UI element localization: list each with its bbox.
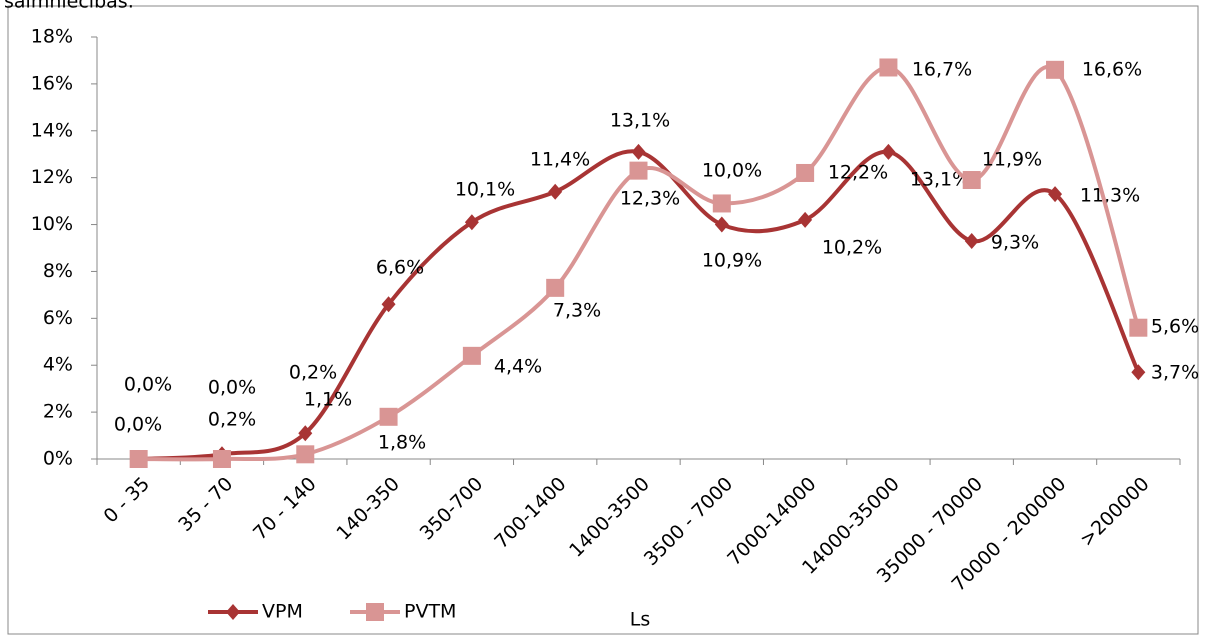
series-line xyxy=(138,64,1141,462)
data-label: 0,0% xyxy=(208,377,256,399)
marker xyxy=(1131,364,1146,381)
marker xyxy=(712,194,731,213)
legend-label: VPM xyxy=(262,601,303,623)
y-tick-label: 2% xyxy=(43,401,73,423)
legend-marker xyxy=(366,603,384,621)
x-tick-label: 3500 - 7000 xyxy=(640,473,737,570)
data-label: 6,6% xyxy=(376,257,424,279)
marker xyxy=(631,143,646,160)
y-tick-label: 8% xyxy=(43,260,73,282)
marker xyxy=(879,58,898,77)
marker xyxy=(381,296,396,313)
y-tick-label: 16% xyxy=(31,72,73,94)
series-line xyxy=(138,149,1141,461)
marker xyxy=(1046,60,1065,79)
marker xyxy=(796,163,815,182)
data-label: 10,0% xyxy=(702,160,762,182)
marker xyxy=(881,143,896,160)
marker xyxy=(1048,186,1063,203)
data-label: 7,3% xyxy=(553,300,601,322)
data-label: 16,6% xyxy=(1082,59,1142,81)
data-label: 10,2% xyxy=(822,237,882,259)
data-label: 4,4% xyxy=(494,356,542,378)
data-label: 12,2% xyxy=(828,162,888,184)
data-label: 11,4% xyxy=(530,149,590,171)
marker xyxy=(629,161,648,180)
x-tick-label: 1400-3500 xyxy=(565,473,654,562)
y-tick-label: 0% xyxy=(43,448,73,470)
legend-marker xyxy=(226,604,240,620)
data-label: 10,1% xyxy=(455,179,515,201)
marker xyxy=(798,211,813,228)
data-label: 0,0% xyxy=(114,414,162,436)
marker xyxy=(546,278,565,297)
marker xyxy=(296,445,315,464)
chart-title: saimniecības: xyxy=(4,0,134,13)
legend-label: PVTM xyxy=(404,601,456,623)
marker xyxy=(1129,318,1148,337)
chart-border xyxy=(7,5,1199,635)
data-label: 1,1% xyxy=(304,389,352,411)
data-label: 3,7% xyxy=(1151,362,1199,384)
marker xyxy=(714,216,729,233)
y-tick-label: 10% xyxy=(31,213,73,235)
data-label: 16,7% xyxy=(912,59,972,81)
y-tick-label: 4% xyxy=(43,354,73,376)
y-tick-label: 14% xyxy=(31,119,73,141)
y-tick-label: 6% xyxy=(43,307,73,329)
y-tick-label: 18% xyxy=(31,26,73,48)
marker xyxy=(962,171,981,190)
data-label: 10,9% xyxy=(702,250,762,272)
data-label: 0,2% xyxy=(208,409,256,431)
x-tick-label: 350-700 xyxy=(416,473,488,545)
data-label: 13,1% xyxy=(910,169,970,191)
data-label: 11,9% xyxy=(982,149,1042,171)
x-axis-label: Ls xyxy=(630,609,650,631)
marker xyxy=(548,183,563,200)
data-label: 11,3% xyxy=(1080,185,1140,207)
data-label: 1,8% xyxy=(378,432,426,454)
data-label: 12,3% xyxy=(620,188,680,210)
marker xyxy=(964,232,979,249)
data-label: 9,3% xyxy=(991,232,1039,254)
marker xyxy=(129,450,148,468)
data-label: 0,0% xyxy=(124,374,172,396)
x-tick-label: >200000 xyxy=(1076,473,1154,551)
data-label: 13,1% xyxy=(610,110,670,132)
x-tick-label: 35 - 70 xyxy=(174,473,237,536)
marker xyxy=(462,346,481,365)
y-tick-label: 12% xyxy=(31,166,73,188)
data-label: 5,6% xyxy=(1151,316,1199,338)
data-label: 0,2% xyxy=(289,362,337,384)
marker xyxy=(212,450,231,468)
x-tick-label: 0 - 35 xyxy=(99,473,154,528)
marker xyxy=(298,425,313,442)
marker xyxy=(379,407,398,426)
x-tick-label: 700-1400 xyxy=(490,473,570,553)
x-tick-label: 140-350 xyxy=(332,473,404,545)
marker xyxy=(464,214,479,231)
x-tick-label: 70 - 140 xyxy=(249,473,321,545)
